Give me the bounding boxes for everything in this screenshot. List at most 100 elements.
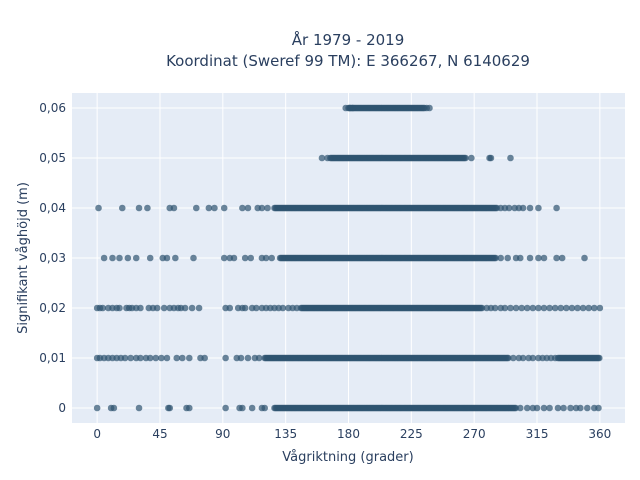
data-point [173, 354, 181, 362]
data-point [574, 304, 581, 312]
data-point [518, 304, 525, 312]
ticks-layer: 0 45 90 135 180 225 270 315 360 0 0,01 0,02 0,03 0,04… [39, 101, 611, 441]
data-point [279, 304, 287, 312]
data-point [535, 204, 542, 212]
x-tick-label: 180 [337, 427, 360, 441]
data-point [535, 304, 542, 312]
data-point [137, 304, 144, 312]
data-point [262, 254, 270, 262]
data-point [349, 104, 356, 112]
x-axis-title: Vågriktning (grader) [282, 450, 413, 465]
data-point [258, 204, 266, 212]
data-point [116, 304, 123, 312]
x-tick-label: 135 [274, 427, 297, 441]
data-point [535, 254, 542, 262]
data-point [581, 254, 588, 262]
data-point [93, 404, 101, 412]
x-tick-label: 0 [93, 427, 101, 441]
data-point [567, 404, 574, 412]
data-point [523, 404, 531, 412]
data-point [546, 304, 553, 312]
data-point [551, 304, 559, 312]
data-point [462, 154, 469, 162]
data-point [560, 404, 567, 412]
data-point [172, 254, 179, 262]
data-point [318, 154, 326, 162]
data-point [558, 254, 566, 262]
data-point [529, 304, 537, 312]
data-point [239, 404, 246, 412]
data-point [516, 404, 524, 412]
data-point [195, 304, 203, 312]
data-point [146, 254, 154, 262]
data-point [512, 304, 520, 312]
x-tick-label: 315 [526, 427, 549, 441]
data-point [293, 304, 301, 312]
data-point [144, 204, 151, 212]
data-point [116, 254, 123, 262]
data-point [516, 254, 524, 262]
y-tick-label: 0,02 [39, 301, 66, 315]
data-point [468, 154, 475, 162]
data-point [109, 254, 116, 262]
data-point [324, 154, 331, 162]
data-point [253, 304, 260, 312]
data-point [118, 204, 126, 212]
chart-title-line-1: År 1979 - 2019 [292, 30, 405, 49]
data-point [247, 254, 255, 262]
data-point [261, 404, 269, 412]
data-point [241, 304, 249, 312]
data-point [568, 304, 576, 312]
x-tick-label: 45 [152, 427, 167, 441]
data-point [244, 204, 252, 212]
data-point [166, 404, 174, 412]
data-point [211, 204, 218, 212]
data-point [519, 354, 527, 362]
data-point [146, 354, 154, 362]
data-point [505, 204, 513, 212]
data-point [540, 404, 548, 412]
data-point [487, 154, 495, 162]
data-point [132, 254, 140, 262]
data-point [121, 354, 129, 362]
y-tick-label: 0,01 [39, 351, 66, 365]
data-point [519, 204, 527, 212]
data-point [186, 404, 193, 412]
points-layer [93, 104, 604, 412]
y-axis-title: Signifikant våghöjd (m) [16, 182, 31, 334]
y-tick-label: 0,06 [39, 101, 66, 115]
data-point [158, 354, 165, 362]
data-point [190, 254, 197, 262]
y-tick-label: 0 [58, 401, 66, 415]
data-point [526, 204, 534, 212]
data-point [557, 304, 565, 312]
data-point [426, 104, 433, 112]
data-point [504, 354, 512, 362]
data-point [590, 304, 598, 312]
data-point [509, 354, 517, 362]
data-point [100, 254, 108, 262]
data-point [563, 304, 570, 312]
data-point [241, 254, 249, 262]
data-point [596, 354, 603, 362]
data-point [201, 354, 208, 362]
data-point [135, 404, 143, 412]
data-point [222, 404, 229, 412]
data-point [239, 204, 246, 212]
data-point [523, 304, 531, 312]
data-point [222, 354, 229, 362]
data-point [160, 304, 168, 312]
data-point [95, 204, 102, 212]
data-point [501, 304, 509, 312]
data-point [577, 404, 584, 412]
data-point [497, 254, 505, 262]
y-tick-label: 0,03 [39, 251, 66, 265]
data-point [551, 354, 559, 362]
data-point [124, 254, 132, 262]
data-point [153, 304, 161, 312]
x-tick-label: 90 [215, 427, 230, 441]
data-point [179, 354, 186, 362]
data-point [540, 304, 548, 312]
